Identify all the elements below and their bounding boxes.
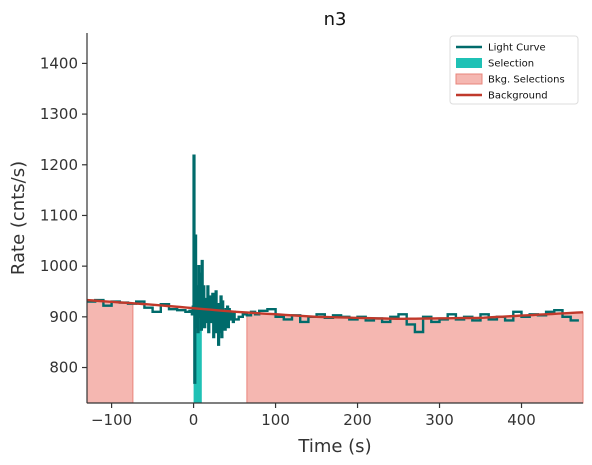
legend: Light Curve Selection Bkg. Selections Backg… — [449, 35, 579, 105]
legend-entry: Background — [456, 91, 548, 102]
x-tick-label: 400 — [507, 411, 536, 429]
x-tick-label: −100 — [91, 411, 132, 429]
legend-swatch — [456, 58, 482, 68]
light-curve-layer — [87, 154, 579, 384]
legend-swatch — [455, 73, 483, 85]
y-tick-label: 1300 — [40, 105, 78, 123]
y-tick-label: 1100 — [40, 206, 78, 224]
y-ticks: 800 900 1000 1100 1200 1300 1400 — [40, 54, 87, 377]
light-curve-series — [87, 154, 579, 384]
bkg-selection-region-1 — [86, 299, 134, 404]
legend-label: Bkg. Selections — [488, 75, 565, 86]
background-fit-layer — [86, 298, 584, 320]
y-axis-title: Rate (cnts/s) — [8, 161, 29, 275]
legend-label: Selection — [488, 59, 534, 70]
legend-label: Light Curve — [488, 43, 546, 54]
x-tick-label: 0 — [189, 411, 199, 429]
background-fit-series — [86, 298, 584, 320]
y-tick-label: 1400 — [40, 54, 78, 72]
y-tick-label: 900 — [49, 308, 78, 326]
y-tick-label: 800 — [49, 359, 78, 377]
legend-entry: Selection — [456, 58, 534, 70]
y-tick-label: 1200 — [40, 156, 78, 174]
plot-area — [86, 154, 584, 404]
legend-entry: Bkg. Selections — [455, 73, 565, 86]
chart-title: n3 — [324, 9, 347, 30]
x-axis-title: Time (s) — [297, 436, 371, 457]
y-tick-label: 1000 — [40, 257, 78, 275]
x-tick-label: 300 — [425, 411, 454, 429]
legend-label: Background — [488, 91, 548, 102]
x-ticks: −100 0 100 200 300 400 — [91, 403, 536, 429]
axes: −100 0 100 200 300 400 800 900 1000 1100 1200 1300… — [40, 33, 583, 429]
legend-entry: Light Curve — [456, 43, 546, 54]
x-tick-label: 200 — [343, 411, 372, 429]
legend-frame — [449, 35, 579, 105]
x-tick-label: 100 — [261, 411, 290, 429]
